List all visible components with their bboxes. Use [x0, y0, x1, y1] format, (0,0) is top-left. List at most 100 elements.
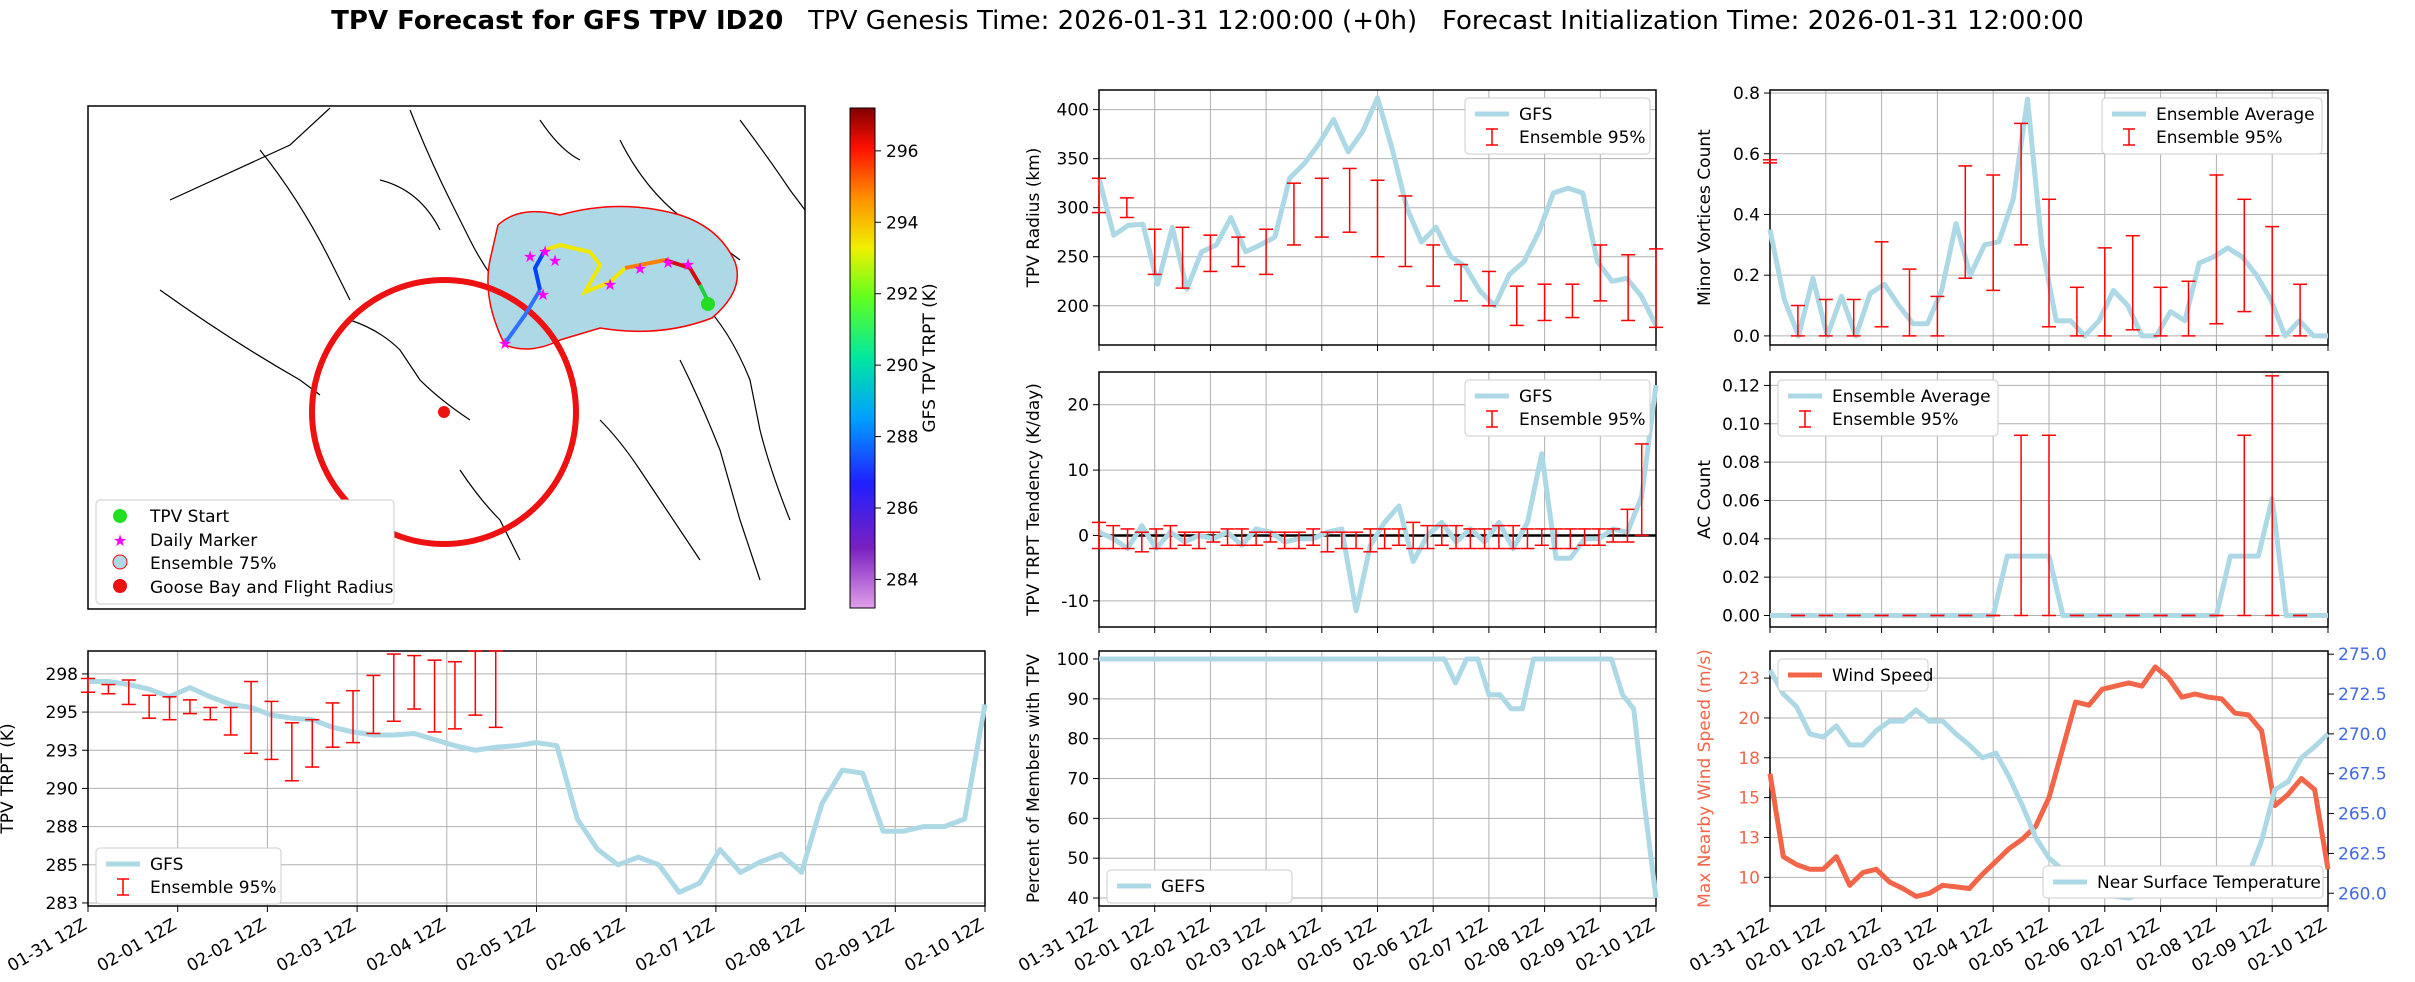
- colorbar-tick-label: 288: [886, 428, 918, 448]
- error-bar: [1120, 528, 1135, 550]
- error-bar: [284, 722, 299, 782]
- error-bar: [1291, 531, 1306, 550]
- error-bar: [447, 660, 462, 730]
- legend-label: Ensemble Average: [1832, 387, 1991, 407]
- x-tick-label: 02-07 12Z: [632, 915, 718, 976]
- error-bar: [386, 653, 401, 722]
- error-bar: [2265, 375, 2280, 617]
- error-bar: [1577, 528, 1592, 547]
- goose-bay-marker: [438, 406, 450, 418]
- y-tick-label: 200: [1057, 297, 1089, 317]
- x-tick-label: 02-02 12Z: [184, 915, 270, 976]
- error-bar: [1420, 524, 1435, 550]
- svg-text:★: ★: [603, 275, 617, 294]
- error-bar: [1349, 531, 1364, 550]
- error-bar: [1454, 263, 1469, 302]
- error-bar: [488, 650, 503, 729]
- error-bar: [346, 689, 361, 744]
- error-bar: [407, 654, 422, 710]
- y-tick-label: 290: [46, 779, 78, 799]
- tendency-chart: -10 0 10 20 TPV TRPT Tendency (K/day) GFS Ense…: [1024, 371, 1659, 633]
- y-tick-label: 0.8: [1733, 84, 1760, 104]
- x-tick-label: 02-10 12Z: [901, 915, 987, 976]
- y-tick-label: 15: [1738, 789, 1760, 809]
- error-bar: [1463, 528, 1478, 550]
- error-bar: [366, 674, 381, 735]
- error-bar: [2237, 198, 2252, 313]
- error-bar: [1520, 528, 1535, 550]
- error-bar: [1175, 226, 1190, 289]
- y-tick-label: 10: [1067, 461, 1089, 481]
- svg-text:★: ★: [498, 334, 512, 353]
- plot-frame: [1769, 371, 2329, 628]
- error-bar: [1259, 228, 1274, 276]
- error-bar: [2209, 174, 2224, 325]
- error-bar: [1477, 528, 1492, 550]
- y-tick-label: 298: [46, 665, 78, 685]
- error-bar: [1481, 270, 1496, 307]
- series-line-wind-speed: [1767, 664, 2331, 899]
- svg-text:★: ★: [538, 242, 552, 261]
- error-bar: [2181, 280, 2196, 337]
- figure-title-bold: TPV Forecast for GFS TPV ID20: [331, 6, 784, 36]
- y-tick-label: 0.06: [1722, 491, 1760, 511]
- error-bar: [1231, 236, 1246, 268]
- colorbar: [849, 107, 876, 609]
- x-tick-label: 02-01 12Z: [94, 915, 180, 976]
- series-line-gfs: [88, 679, 988, 895]
- error-bar: [162, 696, 177, 721]
- y2-tick-label: 272.5: [2338, 685, 2387, 705]
- error-bar: [81, 677, 95, 693]
- plot-frame: [1098, 371, 1657, 628]
- y-tick-label: 0.12: [1722, 376, 1760, 396]
- colorbar-tick-label: 296: [886, 142, 918, 162]
- y-tick-label: 40: [1067, 889, 1089, 909]
- y-tick-label: 13: [1738, 828, 1760, 848]
- svg-text:★: ★: [536, 285, 550, 304]
- figure-title: TPV Forecast for GFS TPV ID20 TPV Genesi…: [0, 6, 2415, 36]
- error-bar: [1509, 285, 1524, 327]
- y-tick-label: 288: [46, 818, 78, 838]
- genesis-time: TPV Genesis Time: 2026-01-31 12:00:00 (+…: [808, 6, 1418, 36]
- legend-label: GEFS: [1161, 877, 1205, 897]
- y-tick-label: 0: [1078, 526, 1089, 546]
- error-bar: [1342, 167, 1357, 233]
- error-bar: [2014, 122, 2029, 246]
- legend-label: Ensemble 95%: [1832, 410, 1959, 430]
- error-bar: [1314, 177, 1329, 238]
- legend-label: Ensemble Average: [2156, 105, 2315, 125]
- y-tick-label: 400: [1057, 101, 1089, 121]
- error-bar: [1398, 195, 1413, 268]
- error-bar: [1134, 531, 1149, 553]
- y-tick-label: 250: [1057, 248, 1089, 268]
- y-tick-label: 0.2: [1733, 266, 1760, 286]
- error-bar: [2153, 286, 2168, 337]
- x-tick-label: 02-09 12Z: [812, 915, 898, 976]
- ac-count-chart: 0.00 0.02 0.04 0.06 0.08 0.10 0.12 AC Count Ense…: [1695, 371, 2329, 633]
- y-tick-label: 50: [1067, 849, 1089, 869]
- error-bar: [2265, 225, 2280, 337]
- error-bar: [1106, 524, 1121, 550]
- error-bar: [1621, 254, 1636, 322]
- error-bar: [1163, 524, 1178, 550]
- error-bar: [1286, 182, 1301, 246]
- x-tick-label: 02-04 12Z: [363, 915, 449, 976]
- error-bar: [244, 680, 259, 755]
- colorbar-tick-label: 290: [886, 356, 918, 376]
- legend-box: [2042, 865, 2324, 899]
- error-bar: [1363, 528, 1378, 553]
- error-bar: [1563, 528, 1578, 550]
- error-bar: [1506, 524, 1521, 550]
- legend-label: Ensemble 95%: [150, 878, 277, 898]
- y-tick-label: 0.04: [1722, 530, 1760, 550]
- error-bar: [1370, 179, 1385, 258]
- legend-label: Wind Speed: [1832, 666, 1933, 686]
- y2-axis-label: Near Surface Temperature (K): [2413, 652, 2415, 906]
- error-bar: [101, 683, 116, 695]
- error-bar: [1634, 443, 1649, 537]
- error-bar: [305, 718, 320, 768]
- chart-legend: GFS Ensemble 95%: [95, 847, 282, 905]
- map-legend-label: TPV Start: [149, 507, 230, 527]
- y2-tick-label: 265.0: [2338, 805, 2387, 825]
- error-bar: [1763, 159, 1777, 164]
